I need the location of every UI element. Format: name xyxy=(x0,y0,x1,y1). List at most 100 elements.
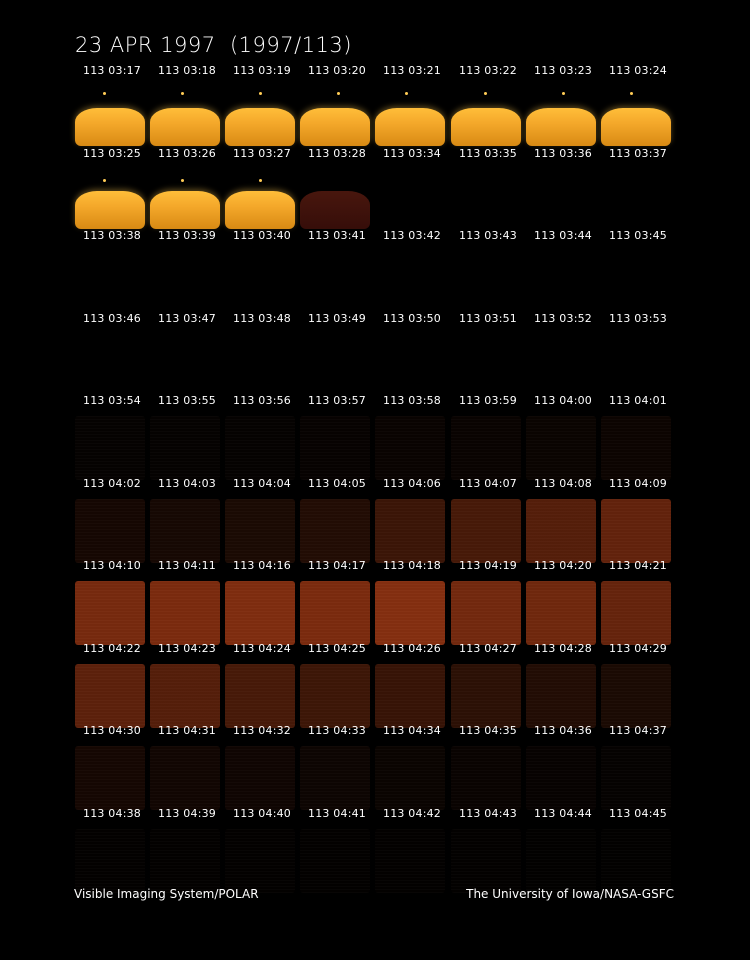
image-frame xyxy=(375,251,445,315)
image-frame xyxy=(375,829,445,893)
image-frame xyxy=(75,169,145,233)
frame-timestamp-label: 113 03:44 xyxy=(534,229,592,242)
frame-timestamp-label: 113 04:10 xyxy=(83,559,141,572)
frame-timestamp-label: 113 03:39 xyxy=(158,229,216,242)
frame-timestamp-label: 113 03:21 xyxy=(383,64,441,77)
frame-timestamp-label: 113 04:44 xyxy=(534,807,592,820)
frame-timestamp-label: 113 03:28 xyxy=(308,147,366,160)
frame-timestamp-label: 113 03:34 xyxy=(383,147,441,160)
image-frame xyxy=(150,829,220,893)
image-frame xyxy=(526,251,596,315)
image-frame xyxy=(375,86,445,150)
image-frame xyxy=(375,499,445,563)
image-frame xyxy=(375,746,445,810)
image-frame xyxy=(526,416,596,480)
moon-dot xyxy=(484,92,487,95)
image-frame xyxy=(75,416,145,480)
frame-timestamp-label: 113 04:11 xyxy=(158,559,216,572)
frame-timestamp-label: 113 04:00 xyxy=(534,394,592,407)
frame-timestamp-label: 113 03:55 xyxy=(158,394,216,407)
image-frame xyxy=(601,829,671,893)
frame-timestamp-label: 113 04:08 xyxy=(534,477,592,490)
earth-disk xyxy=(451,108,521,146)
image-frame xyxy=(451,746,521,810)
image-frame xyxy=(300,416,370,480)
frame-timestamp-label: 113 03:42 xyxy=(383,229,441,242)
earth-disk xyxy=(300,108,370,146)
moon-dot xyxy=(259,92,262,95)
earth-disk xyxy=(75,108,145,146)
frame-timestamp-label: 113 03:47 xyxy=(158,312,216,325)
frame-timestamp-label: 113 03:53 xyxy=(609,312,667,325)
image-frame xyxy=(451,664,521,728)
image-frame xyxy=(300,334,370,398)
footer-credit-institution: The University of Iowa/NASA-GSFC xyxy=(466,887,674,901)
frame-timestamp-label: 113 03:48 xyxy=(233,312,291,325)
earth-disk xyxy=(75,191,145,229)
image-frame xyxy=(300,169,370,233)
image-frame xyxy=(150,499,220,563)
image-frame xyxy=(526,499,596,563)
frame-timestamp-label: 113 04:06 xyxy=(383,477,441,490)
frame-timestamp-label: 113 03:45 xyxy=(609,229,667,242)
image-frame xyxy=(150,251,220,315)
frame-timestamp-label: 113 04:17 xyxy=(308,559,366,572)
frame-timestamp-label: 113 03:51 xyxy=(459,312,517,325)
moon-dot xyxy=(259,179,262,182)
frame-timestamp-label: 113 03:58 xyxy=(383,394,441,407)
image-frame xyxy=(601,169,671,233)
frame-timestamp-label: 113 04:28 xyxy=(534,642,592,655)
frame-timestamp-label: 113 04:35 xyxy=(459,724,517,737)
frame-timestamp-label: 113 03:59 xyxy=(459,394,517,407)
moon-dot xyxy=(181,92,184,95)
frame-timestamp-label: 113 04:41 xyxy=(308,807,366,820)
frame-timestamp-label: 113 04:40 xyxy=(233,807,291,820)
image-frame xyxy=(75,334,145,398)
frame-timestamp-label: 113 03:24 xyxy=(609,64,667,77)
image-frame xyxy=(375,581,445,645)
image-frame xyxy=(225,829,295,893)
image-frame xyxy=(526,334,596,398)
frame-timestamp-label: 113 03:36 xyxy=(534,147,592,160)
image-frame xyxy=(150,664,220,728)
frame-timestamp-label: 113 04:33 xyxy=(308,724,366,737)
frame-timestamp-label: 113 04:22 xyxy=(83,642,141,655)
earth-disk xyxy=(526,108,596,146)
frame-timestamp-label: 113 03:43 xyxy=(459,229,517,242)
frame-timestamp-label: 113 03:22 xyxy=(459,64,517,77)
frame-timestamp-label: 113 04:19 xyxy=(459,559,517,572)
earth-disk xyxy=(150,108,220,146)
page-title: 23 APR 1997 (1997/113) xyxy=(75,33,352,57)
moon-dot xyxy=(337,92,340,95)
image-frame xyxy=(75,251,145,315)
frame-timestamp-label: 113 04:16 xyxy=(233,559,291,572)
image-frame xyxy=(75,499,145,563)
image-frame xyxy=(150,86,220,150)
image-frame xyxy=(225,746,295,810)
frame-timestamp-label: 113 04:34 xyxy=(383,724,441,737)
image-frame xyxy=(300,499,370,563)
image-frame xyxy=(75,746,145,810)
frame-timestamp-label: 113 03:54 xyxy=(83,394,141,407)
earth-disk xyxy=(601,108,671,146)
image-frame xyxy=(601,746,671,810)
image-frame xyxy=(375,169,445,233)
image-frame xyxy=(225,169,295,233)
image-frame xyxy=(601,416,671,480)
image-frame xyxy=(375,416,445,480)
image-frame xyxy=(225,416,295,480)
frame-timestamp-label: 113 04:05 xyxy=(308,477,366,490)
image-frame xyxy=(526,664,596,728)
image-frame xyxy=(225,581,295,645)
image-frame xyxy=(451,169,521,233)
frame-timestamp-label: 113 03:38 xyxy=(83,229,141,242)
image-frame xyxy=(225,334,295,398)
frame-timestamp-label: 113 03:25 xyxy=(83,147,141,160)
image-frame xyxy=(526,746,596,810)
frame-timestamp-label: 113 03:37 xyxy=(609,147,667,160)
frame-timestamp-label: 113 04:02 xyxy=(83,477,141,490)
image-frame xyxy=(75,664,145,728)
image-frame xyxy=(300,251,370,315)
image-frame xyxy=(150,746,220,810)
image-frame xyxy=(300,664,370,728)
